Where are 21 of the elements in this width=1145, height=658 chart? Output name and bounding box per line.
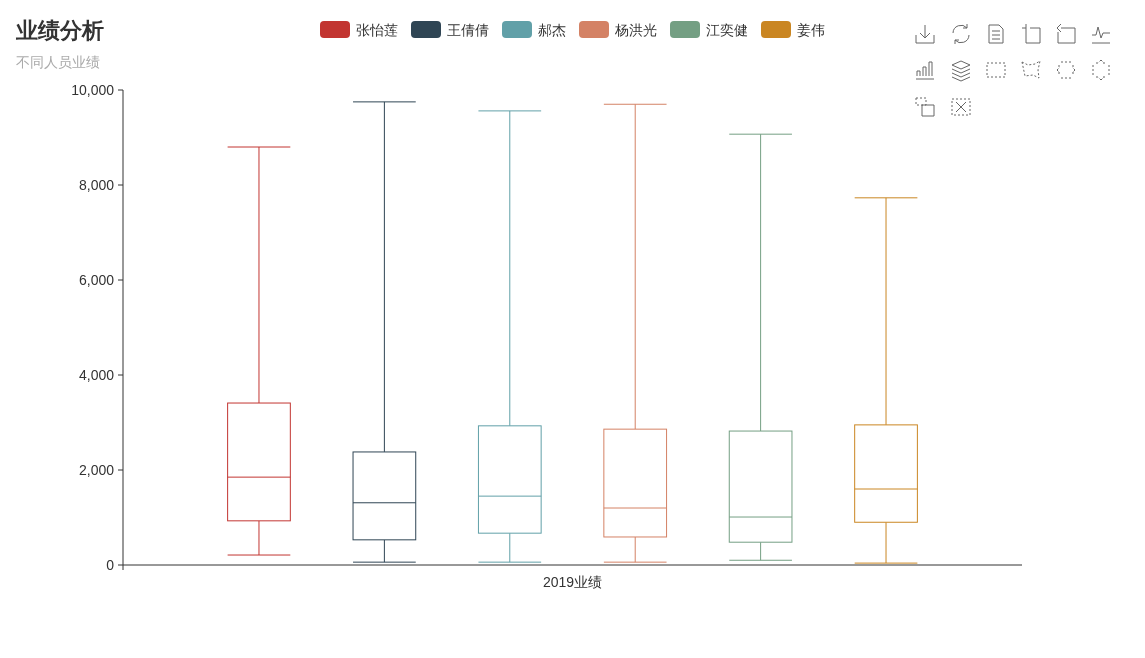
y-tick-label: 6,000: [78, 272, 114, 288]
legend-label: 王倩倩: [447, 21, 489, 38]
legend-item: 郝杰: [502, 21, 566, 38]
legend-item: 张怡莲: [320, 21, 398, 38]
legend-item: 王倩倩: [411, 21, 489, 38]
legend-item: 杨洪光: [579, 21, 657, 38]
legend-label: 姜伟: [797, 21, 825, 38]
legend-label: 郝杰: [538, 21, 566, 38]
y-tick-label: 2,000: [78, 462, 114, 478]
legend-label: 江奕健: [706, 21, 748, 38]
legend-item: 姜伟: [761, 21, 825, 38]
legend-label: 张怡莲: [356, 21, 398, 38]
y-tick-label: 10,000: [71, 82, 114, 98]
x-tick-label: 2019业绩: [542, 574, 603, 590]
legend-label: 杨洪光: [614, 21, 657, 38]
y-tick-label: 8,000: [78, 177, 114, 193]
y-tick-label: 0: [106, 557, 114, 573]
legend-item: 江奕健: [670, 21, 748, 38]
y-tick-label: 4,000: [78, 367, 114, 383]
subtitle: 不同人员业绩: [16, 54, 100, 70]
title: 业绩分析: [16, 18, 104, 43]
